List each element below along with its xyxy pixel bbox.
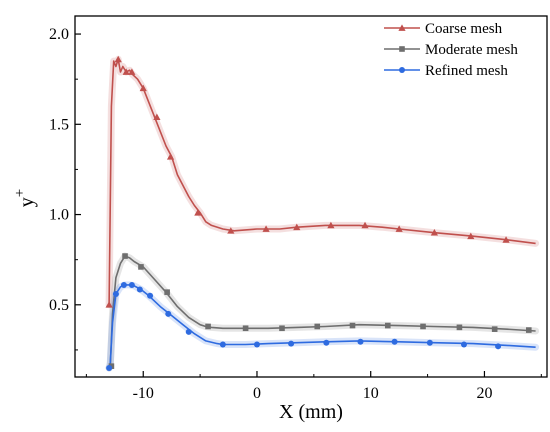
legend-marker: [398, 24, 406, 31]
data-point: [327, 221, 335, 229]
data-point: [384, 322, 391, 329]
legend-entry: Refined mesh: [384, 63, 508, 79]
data-point: [430, 229, 439, 236]
data-point: [122, 68, 130, 75]
x-tick-label: -10: [133, 385, 154, 402]
series-lines: [105, 55, 540, 372]
data-point: [128, 281, 135, 288]
svg-text:y+: y+: [12, 189, 38, 207]
data-point: [357, 338, 364, 345]
y-tick-label: 1.5: [49, 116, 69, 133]
legend: Coarse mesh Moderate mesh Refined mesh: [384, 21, 518, 79]
x-tick-label: 20: [476, 385, 492, 402]
legend-label: Moderate mesh: [425, 42, 518, 58]
data-point: [456, 324, 463, 331]
data-point: [293, 223, 301, 231]
data-point: [164, 289, 170, 295]
data-point: [288, 340, 295, 347]
data-point: [526, 327, 532, 333]
data-point: [106, 364, 113, 371]
plot-frame: [74, 15, 548, 378]
data-point: [136, 286, 143, 293]
data-point: [138, 264, 144, 270]
y-axis-label-main: y: [16, 197, 38, 207]
data-point: [361, 221, 369, 229]
data-point: [153, 113, 161, 120]
y-tick-label: 1.0: [49, 207, 69, 224]
y-tick-label: 0.5: [49, 297, 69, 314]
data-point: [219, 341, 226, 348]
data-point: [420, 323, 426, 330]
series-line-1: [108, 255, 536, 369]
series-line-halo-0: [105, 55, 540, 309]
data-point: [165, 310, 172, 317]
legend-marker: [399, 67, 405, 73]
data-point: [491, 326, 498, 332]
series-line-halo-1: [105, 252, 540, 372]
data-point: [467, 232, 475, 240]
data-point: [253, 341, 260, 348]
x-axis-label: X (mm): [279, 401, 343, 423]
data-point: [323, 339, 330, 346]
data-point: [122, 253, 128, 259]
data-point: [147, 292, 154, 299]
y-axis: 0.5 1.0 1.5 2.0: [49, 26, 81, 351]
data-point: [114, 55, 122, 63]
data-point: [279, 325, 285, 332]
data-point: [391, 338, 398, 345]
legend-entry: Coarse mesh: [384, 21, 503, 37]
x-tick-label: 0: [253, 385, 261, 402]
data-point: [227, 227, 235, 234]
data-point: [262, 225, 270, 232]
data-point: [502, 236, 510, 243]
data-point: [495, 343, 502, 350]
data-point: [242, 325, 249, 332]
data-point: [105, 301, 113, 308]
data-point: [349, 322, 356, 329]
data-point: [460, 341, 467, 348]
y-axis-label-sup: +: [12, 189, 28, 197]
data-point: [426, 339, 433, 346]
y-axis-label: y+: [12, 189, 38, 207]
data-point: [205, 323, 211, 330]
data-point: [112, 290, 119, 297]
data-point: [395, 225, 403, 232]
data-point: [314, 323, 321, 330]
legend-marker: [399, 46, 405, 52]
legend-label: Coarse mesh: [425, 21, 503, 37]
data-point: [139, 84, 147, 92]
data-point: [185, 328, 192, 335]
legend-entry: Moderate mesh: [384, 42, 518, 58]
legend-label: Refined mesh: [425, 63, 508, 79]
x-axis: -10 0 10 20: [85, 371, 542, 402]
series-markers: [105, 55, 532, 371]
data-point: [194, 209, 202, 216]
data-point: [166, 153, 175, 160]
series-line-0: [108, 58, 536, 305]
y-tick-label: 2.0: [49, 26, 69, 43]
data-point: [120, 281, 127, 288]
x-tick-label: 10: [363, 385, 379, 402]
data-point: [128, 68, 136, 75]
